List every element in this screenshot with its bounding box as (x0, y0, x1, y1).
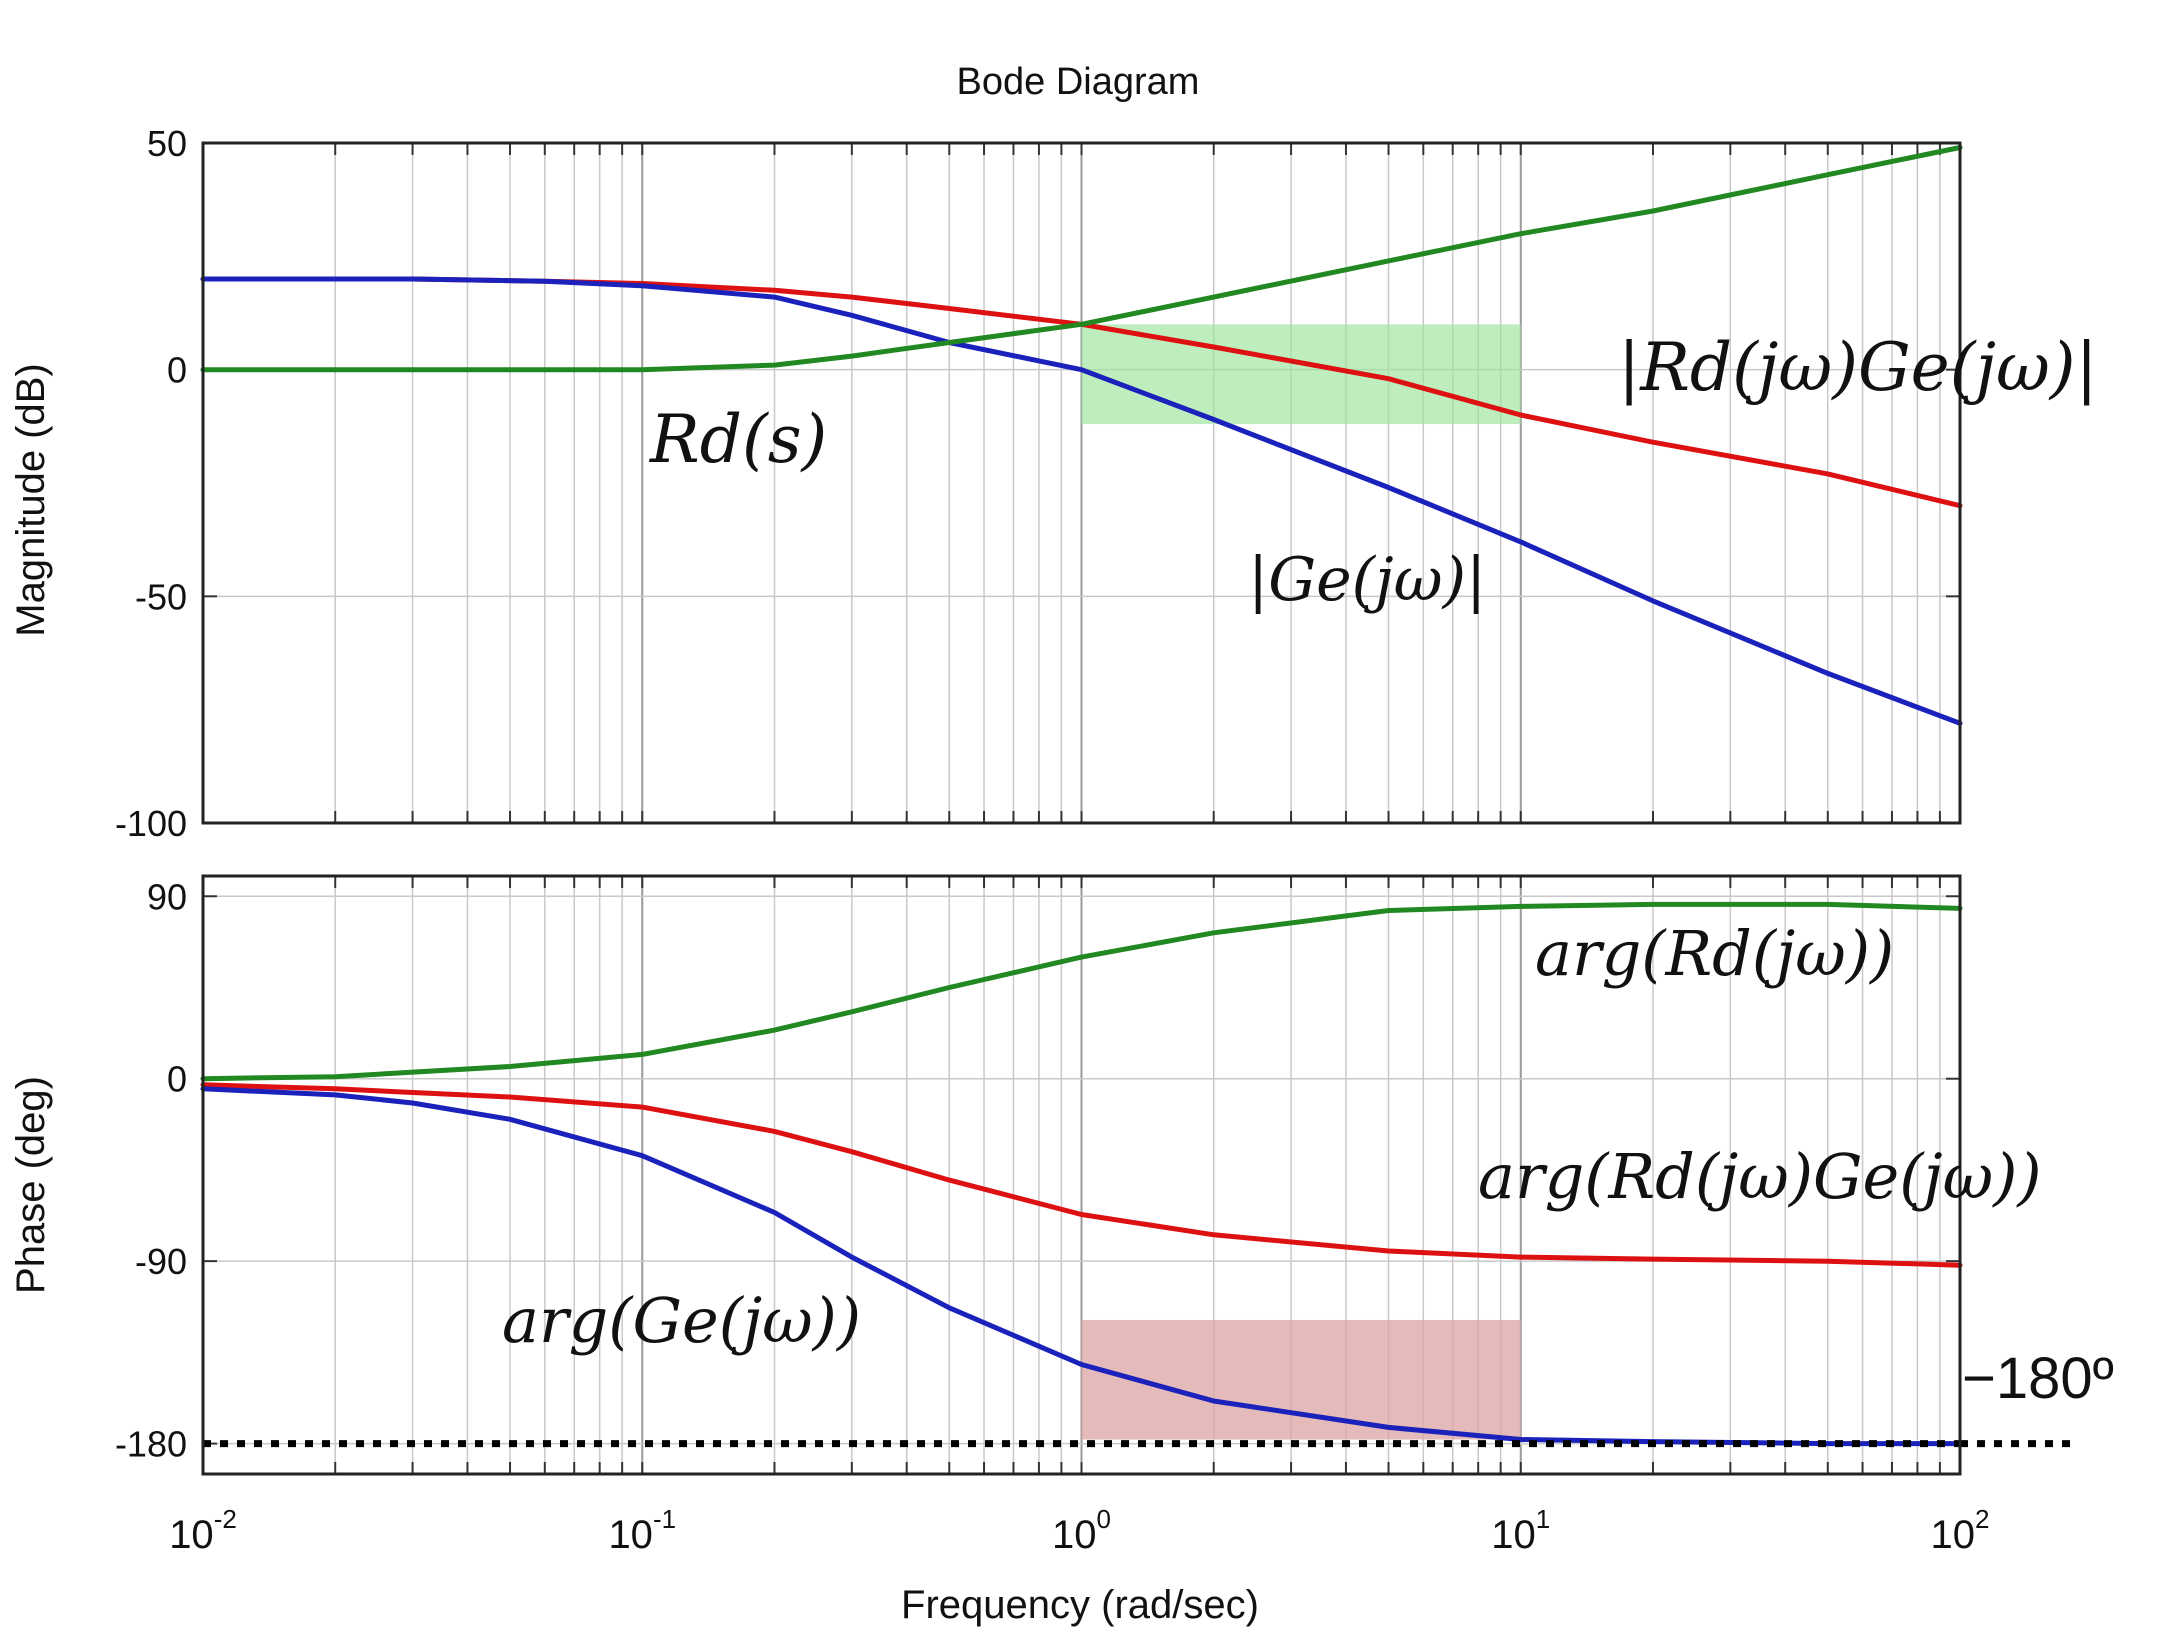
y-tick-label: -180 (115, 1424, 187, 1465)
series-line (200, 901, 1963, 1082)
frequency-x-ticks: 10-2 10-1 100 101 102 (169, 1504, 1989, 1557)
x-tick-label: 101 (1491, 1504, 1550, 1557)
magnitude-series (200, 145, 1963, 726)
y-tick-label: 50 (147, 123, 187, 164)
y-tick-label: -50 (135, 576, 187, 617)
annotation-minus-180: −180º (1962, 1346, 2114, 1411)
y-tick-label: 0 (167, 1059, 187, 1100)
y-tick-label: -100 (115, 803, 187, 844)
chart-title: Bode Diagram (957, 61, 1200, 103)
x-tick-label: 10-2 (169, 1504, 237, 1557)
annotation-rd-s: Rd(s) (649, 401, 827, 478)
magnitude-highlight-band (1081, 324, 1521, 425)
y-tick-label: 0 (167, 350, 187, 391)
x-tick-label: 10-1 (608, 1504, 676, 1557)
magnitude-y-label: Magnitude (dB) (9, 363, 53, 636)
series-line (200, 1086, 1963, 1447)
magnitude-grid (202, 142, 1960, 824)
annotation-ge-magnitude: |Ge(jω)| (1248, 545, 1486, 615)
magnitude-axes-frame (201, 141, 1962, 825)
phase-axes-frame (201, 874, 1962, 1476)
y-tick-label: 90 (147, 876, 187, 917)
annotation-arg-rd: arg(Rd(jω)) (1535, 917, 1894, 990)
series-line (200, 276, 1963, 726)
phase-series (200, 901, 2070, 1448)
series-line (200, 145, 1963, 373)
phase-highlight-band (1081, 1319, 1521, 1440)
series-line (200, 1082, 1963, 1268)
phase-y-label: Phase (deg) (9, 1076, 53, 1294)
annotation-arg-ge: arg(Ge(jω)) (502, 1284, 861, 1357)
phase-y-ticks: 90 0 -90 -180 (115, 876, 187, 1464)
x-tick-label: 102 (1931, 1504, 1990, 1557)
annotation-rd-ge-magnitude: |Rd(jω)Ge(jω)| (1618, 329, 2098, 406)
x-tick-label: 100 (1052, 1504, 1111, 1557)
y-tick-label: -90 (135, 1241, 187, 1282)
annotation-arg-rd-ge: arg(Rd(jω)Ge(jω)) (1478, 1140, 2042, 1213)
magnitude-y-ticks: 50 0 -50 -100 (115, 123, 187, 844)
frequency-x-label: Frequency (rad/sec) (901, 1583, 1259, 1627)
